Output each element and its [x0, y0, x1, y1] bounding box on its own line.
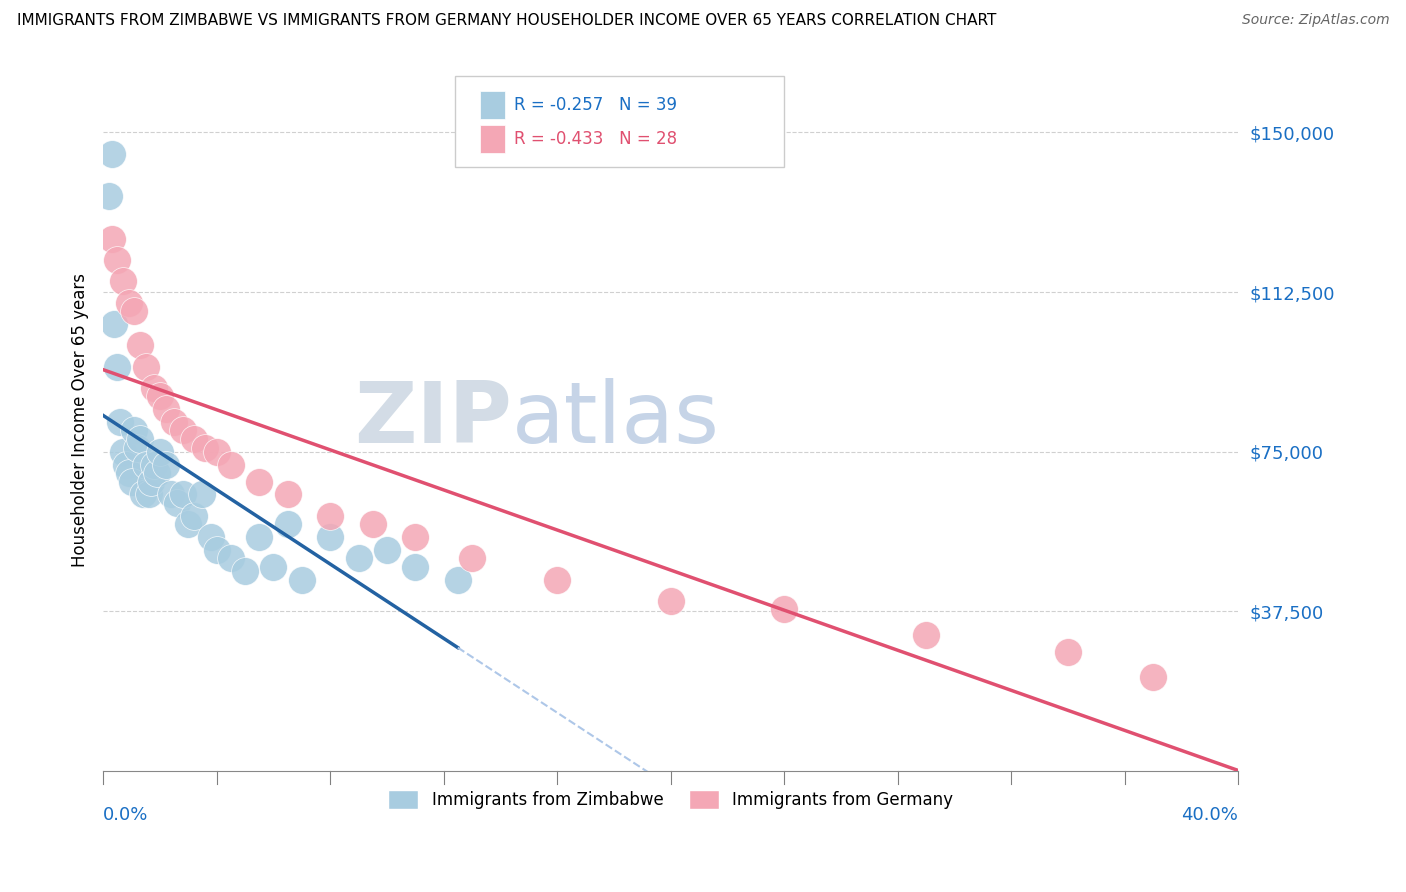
Point: [404, 559, 426, 574]
Point: [149, 444, 172, 458]
Point: [143, 381, 166, 395]
Point: [277, 487, 299, 501]
Point: [659, 594, 682, 608]
Point: [149, 389, 172, 403]
Point: [262, 559, 284, 574]
Point: [124, 304, 146, 318]
Legend: Immigrants from Zimbabwe, Immigrants from Germany: Immigrants from Zimbabwe, Immigrants fro…: [382, 783, 959, 815]
Point: [191, 487, 214, 501]
Point: [219, 458, 242, 472]
Point: [135, 458, 157, 472]
Point: [129, 338, 152, 352]
Point: [127, 441, 149, 455]
Text: R = -0.433   N = 28: R = -0.433 N = 28: [515, 129, 678, 148]
Point: [105, 359, 128, 374]
Point: [135, 359, 157, 374]
Point: [461, 551, 484, 566]
Point: [194, 441, 217, 455]
Y-axis label: Householder Income Over 65 years: Householder Income Over 65 years: [72, 273, 89, 566]
Point: [108, 415, 131, 429]
Point: [118, 295, 141, 310]
Point: [1057, 645, 1080, 659]
Point: [205, 542, 228, 557]
Point: [200, 530, 222, 544]
Point: [773, 602, 796, 616]
Text: Source: ZipAtlas.com: Source: ZipAtlas.com: [1241, 13, 1389, 28]
Point: [118, 466, 141, 480]
FancyBboxPatch shape: [479, 125, 505, 153]
Text: 40.0%: 40.0%: [1181, 806, 1239, 824]
Point: [146, 466, 169, 480]
Text: R = -0.257   N = 39: R = -0.257 N = 39: [515, 96, 678, 114]
Point: [183, 508, 205, 523]
Point: [219, 551, 242, 566]
Point: [100, 232, 122, 246]
Point: [205, 444, 228, 458]
Point: [177, 517, 200, 532]
Point: [319, 508, 342, 523]
Point: [447, 573, 470, 587]
Point: [1142, 670, 1164, 684]
Point: [163, 415, 186, 429]
FancyBboxPatch shape: [479, 91, 505, 120]
Point: [111, 275, 134, 289]
Text: IMMIGRANTS FROM ZIMBABWE VS IMMIGRANTS FROM GERMANY HOUSEHOLDER INCOME OVER 65 Y: IMMIGRANTS FROM ZIMBABWE VS IMMIGRANTS F…: [17, 13, 997, 29]
Text: ZIP: ZIP: [354, 378, 512, 461]
Point: [915, 628, 938, 642]
FancyBboxPatch shape: [456, 76, 785, 167]
Point: [361, 517, 384, 532]
Point: [375, 542, 398, 557]
Point: [143, 458, 166, 472]
Point: [97, 189, 120, 203]
Point: [132, 487, 155, 501]
Point: [138, 487, 160, 501]
Point: [183, 432, 205, 446]
Point: [546, 573, 568, 587]
Text: 0.0%: 0.0%: [103, 806, 149, 824]
Point: [172, 487, 194, 501]
Point: [114, 458, 136, 472]
Point: [291, 573, 314, 587]
Point: [141, 475, 163, 489]
Point: [121, 475, 143, 489]
Point: [233, 564, 256, 578]
Point: [247, 475, 270, 489]
Point: [319, 530, 342, 544]
Text: atlas: atlas: [512, 378, 720, 461]
Point: [124, 424, 146, 438]
Point: [155, 458, 177, 472]
Point: [277, 517, 299, 532]
Point: [404, 530, 426, 544]
Point: [155, 402, 177, 417]
Point: [100, 146, 122, 161]
Point: [247, 530, 270, 544]
Point: [105, 253, 128, 268]
Point: [172, 424, 194, 438]
Point: [103, 317, 125, 331]
Point: [160, 487, 183, 501]
Point: [166, 496, 188, 510]
Point: [129, 432, 152, 446]
Point: [347, 551, 370, 566]
Point: [111, 444, 134, 458]
